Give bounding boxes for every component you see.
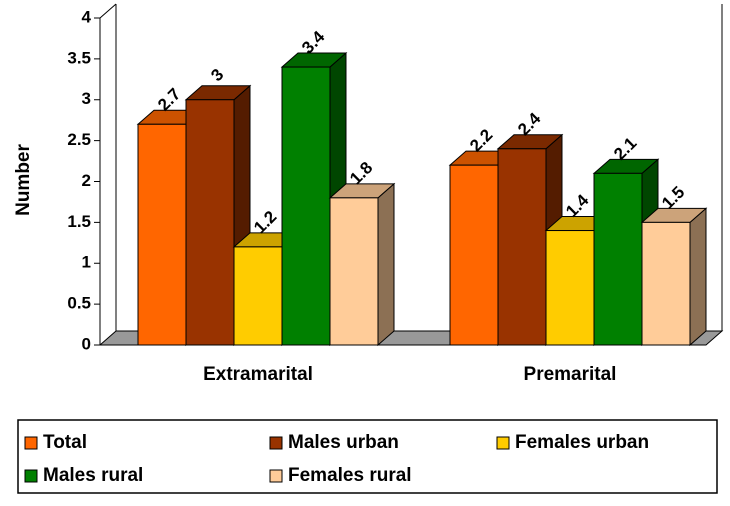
legend-swatch [24, 469, 38, 483]
bar-front [497, 148, 547, 346]
bar-front [137, 123, 187, 346]
x-tick-label: Extramarital [203, 364, 313, 385]
y-tick-label: 1.5 [67, 212, 91, 231]
y-tick-label: 3.5 [67, 48, 91, 67]
bar [328, 182, 396, 347]
legend-swatch [269, 469, 283, 483]
bar-side [689, 207, 707, 347]
y-axis-label: Number [13, 144, 34, 216]
bar-front [233, 246, 283, 346]
data-label: 3 [207, 65, 227, 85]
legend-label: Females urban [515, 432, 649, 453]
bar-side [377, 182, 395, 347]
legend-label: Total [43, 432, 87, 453]
bar-front [185, 99, 235, 346]
legend-label: Females rural [288, 465, 412, 486]
y-tick-label: 0 [82, 334, 91, 353]
x-tick-label: Premarital [524, 364, 617, 385]
y-tick-label: 0.5 [67, 294, 91, 313]
legend-label: Males rural [43, 465, 143, 486]
y-tick-label: 2.5 [67, 130, 91, 149]
bar-front [593, 172, 643, 346]
legend-swatch [269, 436, 283, 450]
bar-front [329, 197, 379, 346]
bar [640, 207, 708, 347]
legend-swatch [24, 436, 38, 450]
legend-box [17, 419, 718, 494]
bar-front [641, 221, 691, 346]
y-tick-label: 2 [82, 171, 91, 190]
bar [280, 51, 348, 347]
y-tick-label: 3 [82, 89, 91, 108]
y-tick-label: 4 [82, 7, 92, 26]
bar-front [281, 66, 331, 346]
bar-front [545, 230, 595, 346]
legend-label: Males urban [288, 432, 399, 453]
side-wall-edge [99, 3, 117, 19]
bar-front [449, 164, 499, 346]
legend-swatch [496, 436, 510, 450]
y-tick-label: 1 [82, 253, 91, 272]
